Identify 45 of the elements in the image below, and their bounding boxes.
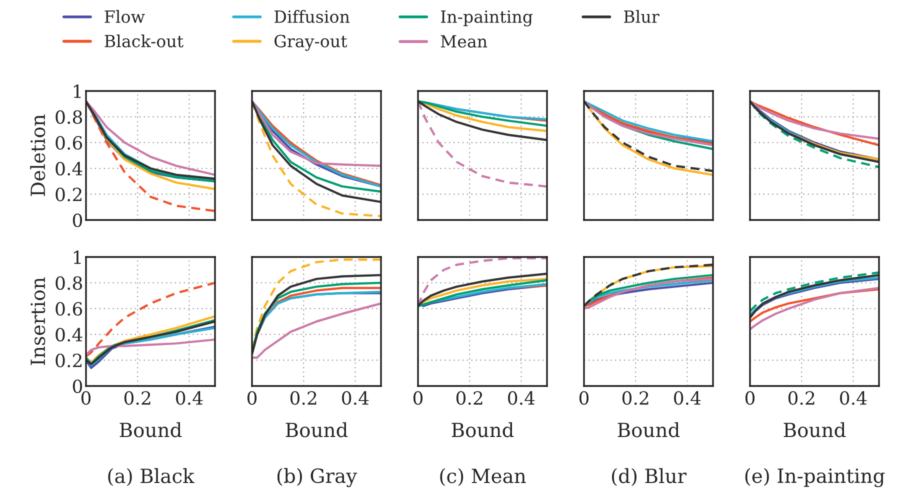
y-tick-label: 0.4: [56, 162, 82, 176]
y-tick-label: 0: [72, 379, 82, 394]
x-tick-label: 0.4: [508, 391, 535, 405]
text: (d) Blur: [612, 468, 687, 486]
y-tick-label: 0.2: [56, 354, 82, 368]
x-tick-label: 0.4: [840, 391, 867, 405]
x-tick-label: 0: [579, 391, 589, 405]
legend-label: Flow: [104, 10, 145, 23]
x-tick-label: 0.4: [176, 391, 203, 405]
y-tick-label: 0.8: [56, 276, 82, 290]
x-axis-title: Bound: [120, 422, 182, 438]
legend-label: In-painting: [440, 10, 533, 26]
x-axis-title: Bound: [618, 422, 680, 438]
x-tick-label: 0.2: [622, 391, 648, 405]
y-tick-label: 0.4: [56, 328, 82, 342]
y-tick-label: 0.6: [56, 302, 82, 316]
x-axis-title: Bound: [286, 422, 348, 438]
y-axis-title: Insertion: [30, 277, 46, 366]
x-tick-label: 0: [247, 391, 257, 405]
x-tick-label: 0: [413, 391, 423, 405]
y-tick-label: 1: [74, 84, 81, 98]
x-tick-label: 0.2: [456, 391, 482, 405]
text: (b) Gray: [277, 468, 358, 488]
x-tick-label: 0.4: [342, 391, 369, 405]
x-tick-label: 0.2: [290, 391, 316, 405]
text: (c) Mean: [440, 468, 526, 486]
y-tick-label: 0.2: [56, 188, 82, 202]
y-tick-label: 1: [74, 250, 81, 264]
legend-label: Black-out: [104, 34, 184, 48]
text: (a) Black: [108, 468, 194, 486]
x-tick-label: 0.2: [788, 391, 814, 405]
y-tick-label: 0.6: [56, 136, 82, 150]
x-tick-label: 0: [745, 391, 755, 405]
legend-label: Diffusion: [274, 10, 350, 23]
legend-label: Blur: [624, 10, 660, 23]
x-tick-label: 0.2: [124, 391, 150, 405]
text: (e) In-painting: [745, 468, 885, 488]
x-axis-title: Bound: [452, 422, 514, 438]
x-axis-title: Bound: [784, 422, 846, 438]
legend-label: Mean: [440, 35, 488, 48]
y-tick-label: 0.8: [56, 110, 82, 124]
y-tick-label: 0: [72, 213, 82, 228]
x-tick-label: 0.4: [674, 391, 701, 405]
legend-label: Gray-out: [274, 34, 348, 51]
y-axis-title: Deletion: [30, 114, 46, 196]
